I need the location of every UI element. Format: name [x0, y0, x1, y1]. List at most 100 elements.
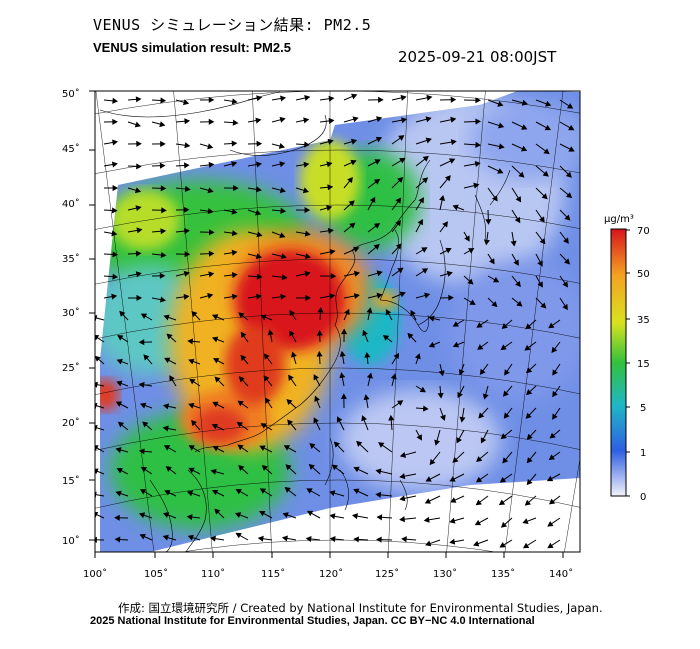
- wind-arrow: [271, 253, 287, 260]
- wind-arrow: [287, 419, 297, 431]
- wind-arrow: [263, 353, 273, 365]
- wind-arrow: [319, 293, 336, 300]
- wind-arrow: [139, 533, 153, 541]
- wind-arrow: [511, 99, 528, 106]
- wind-arrow: [487, 143, 505, 150]
- wind-arrow: [399, 451, 417, 458]
- wind-arrow: [139, 489, 153, 497]
- wind-arrow: [175, 142, 191, 149]
- wind-arrow: [399, 495, 417, 502]
- wind-arrow: [223, 98, 238, 105]
- wind-arrow: [103, 273, 119, 280]
- wind-arrow: [535, 297, 547, 309]
- wind-arrow: [382, 334, 393, 343]
- wind-arrow: [391, 197, 402, 211]
- longitude-line: [564, 457, 580, 552]
- lon-label: 110˚: [201, 568, 225, 580]
- wind-arrow: [199, 96, 215, 103]
- wind-arrow: [127, 271, 142, 278]
- lat-label: 40˚: [62, 198, 80, 210]
- wind-arrow: [367, 136, 383, 145]
- wind-arrow: [119, 310, 129, 321]
- wind-arrow: [526, 429, 537, 440]
- wind-arrow: [188, 358, 201, 365]
- wind-arrow: [498, 495, 513, 506]
- wind-arrow: [463, 275, 474, 285]
- wind-arrow: [317, 306, 324, 321]
- wind-arrow: [343, 270, 360, 277]
- wind-arrow: [459, 407, 466, 423]
- wind-arrow: [425, 473, 441, 482]
- wind-arrow: [351, 513, 369, 520]
- wind-arrow: [151, 207, 167, 214]
- wind-arrow: [191, 419, 201, 431]
- wind-arrow: [366, 372, 373, 387]
- wind-arrow: [535, 209, 545, 223]
- wind-arrow: [138, 512, 153, 519]
- wind-arrow: [449, 517, 465, 524]
- wind-arrow: [223, 230, 238, 237]
- wind-arrow: [376, 536, 393, 543]
- wind-arrow: [247, 140, 263, 147]
- wind-arrow: [238, 376, 249, 387]
- wind-arrow: [313, 374, 321, 387]
- wind-arrow: [399, 473, 417, 480]
- wind-arrow: [439, 175, 451, 189]
- wind-arrow: [117, 335, 129, 343]
- wind-arrow: [271, 207, 287, 214]
- lon-label: 140˚: [549, 568, 573, 580]
- wind-arrow: [319, 273, 337, 280]
- wind-arrow: [259, 510, 273, 519]
- wind-arrow: [415, 385, 426, 393]
- wind-arrow: [116, 358, 129, 365]
- wind-arrow: [501, 319, 513, 329]
- wind-arrow: [164, 357, 177, 365]
- wind-arrow: [401, 536, 417, 543]
- wind-arrow: [551, 341, 561, 354]
- wind-arrow: [115, 490, 129, 497]
- wind-arrow: [511, 165, 525, 178]
- wind-arrow: [282, 512, 297, 519]
- wind-arrow: [247, 161, 263, 168]
- wind-arrow: [343, 293, 360, 300]
- wind-arrow: [547, 517, 561, 527]
- wind-arrow: [487, 121, 505, 129]
- wind-arrow: [209, 535, 225, 542]
- wind-arrow: [223, 293, 238, 300]
- wind-arrow: [559, 231, 569, 244]
- wind-arrow: [367, 222, 381, 233]
- wind-arrow: [428, 341, 441, 348]
- wind-arrow: [559, 253, 571, 265]
- wind-arrow: [375, 491, 393, 498]
- wind-arrow: [305, 535, 321, 542]
- wind-arrow: [306, 488, 321, 497]
- wind-arrow: [439, 139, 457, 146]
- wind-arrow: [423, 516, 441, 523]
- wind-arrow: [366, 307, 373, 321]
- wind-arrow: [271, 161, 286, 168]
- wind-arrow: [140, 402, 153, 409]
- wind-arrow: [114, 536, 129, 543]
- wind-arrow: [127, 227, 143, 234]
- wind-arrow: [343, 308, 350, 321]
- wind-arrow: [140, 466, 153, 475]
- wind-arrow: [559, 209, 571, 221]
- wind-arrow: [483, 231, 490, 246]
- colorbar: µg/m³ 70 50 35 15 5 1 0: [604, 214, 650, 503]
- longitude-line: [95, 91, 155, 552]
- lon-label: 115˚: [261, 568, 285, 580]
- wind-arrow: [271, 274, 288, 281]
- wind-arrow: [473, 539, 489, 547]
- wind-arrow: [186, 514, 201, 521]
- wind-arrow: [236, 421, 249, 431]
- colorbar-label: 35: [637, 315, 650, 326]
- wind-arrow: [414, 353, 421, 365]
- wind-arrow: [138, 381, 153, 388]
- wind-arrow: [415, 429, 422, 441]
- wind-arrow: [295, 161, 310, 168]
- wind-arrow: [548, 451, 561, 461]
- wind-arrow: [439, 194, 446, 211]
- wind-arrow: [548, 319, 561, 329]
- wind-arrow: [103, 251, 119, 258]
